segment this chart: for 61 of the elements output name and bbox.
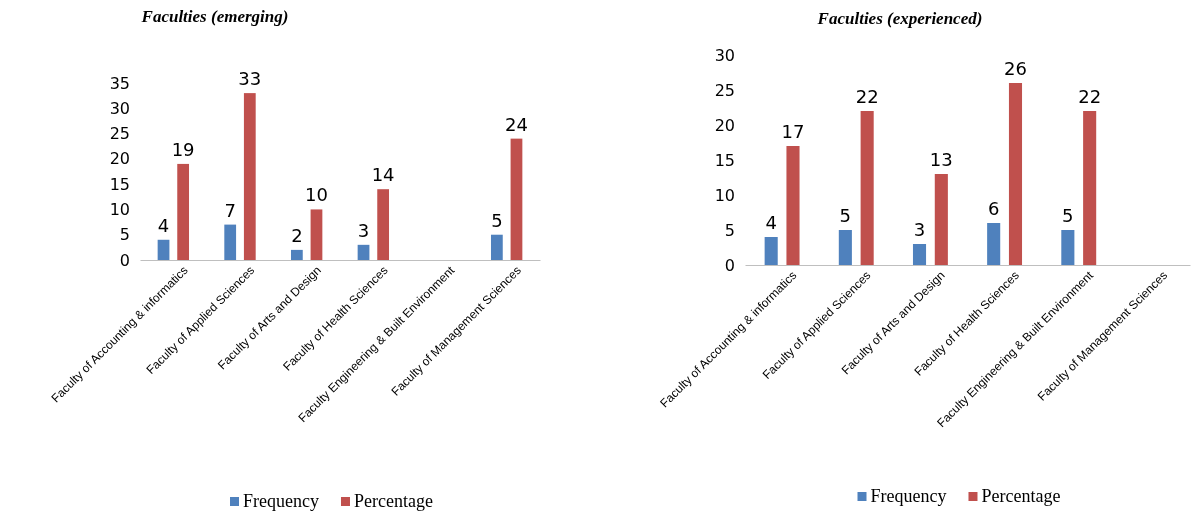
data-label: 6 [987,198,1000,219]
y-tick-label: 15 [109,174,130,194]
y-tick-label: 30 [109,98,130,118]
y-tick-label: 25 [714,80,735,100]
data-label: 19 [171,138,195,160]
data-label: 22 [855,86,879,107]
y-tick-label: 0 [119,250,130,270]
chart-title: Faculties (experienced) [816,9,983,28]
data-label: 5 [839,205,852,226]
data-label: 33 [238,68,262,90]
y-tick-label: 5 [119,225,130,245]
bar [510,138,523,260]
bar [357,244,370,260]
data-label: 3 [357,219,370,241]
bar [290,249,303,260]
data-label: 10 [305,184,328,206]
data-label: 5 [1062,205,1074,226]
data-label: 24 [505,113,528,135]
bar [1083,111,1097,265]
data-label: 2 [291,224,303,246]
y-tick-label: 35 [109,73,130,93]
bar [243,93,256,260]
y-tick-label: 5 [724,220,735,240]
bar [838,230,852,265]
bar [377,189,390,260]
data-label: 22 [1078,86,1102,107]
bar [310,209,323,260]
bar [860,111,874,265]
data-label: 13 [929,149,953,170]
legend-label: Percentage [981,486,1061,506]
data-label: 4 [765,212,777,233]
data-label: 14 [371,164,395,186]
bar [1061,230,1075,265]
y-tick-label: 10 [109,200,130,220]
legend-label: Percentage [353,491,433,511]
y-tick-label: 20 [109,149,130,169]
data-label: 7 [224,199,236,221]
y-tick-label: 25 [109,124,130,144]
bar [224,224,237,260]
data-label: 4 [157,214,170,236]
y-tick-label: 20 [714,115,735,135]
y-tick-label: 15 [714,150,735,170]
bar [912,244,927,265]
y-tick-label: 30 [714,45,735,65]
chart-title: Faculties (emerging) [140,7,289,26]
data-label: 17 [781,121,805,142]
data-label: 5 [491,209,503,231]
bar [1008,83,1023,265]
bar [157,239,170,260]
y-tick-label: 10 [714,185,735,205]
bar [934,174,948,265]
bar [786,146,800,265]
legend-label: Frequency [243,491,319,511]
bar [490,234,503,260]
y-tick-label: 0 [724,255,735,275]
data-label: 3 [913,219,926,240]
bar [177,163,190,260]
bar [987,223,1001,265]
legend-label: Frequency [870,486,947,506]
bar [764,237,778,265]
data-label: 26 [1004,58,1027,79]
